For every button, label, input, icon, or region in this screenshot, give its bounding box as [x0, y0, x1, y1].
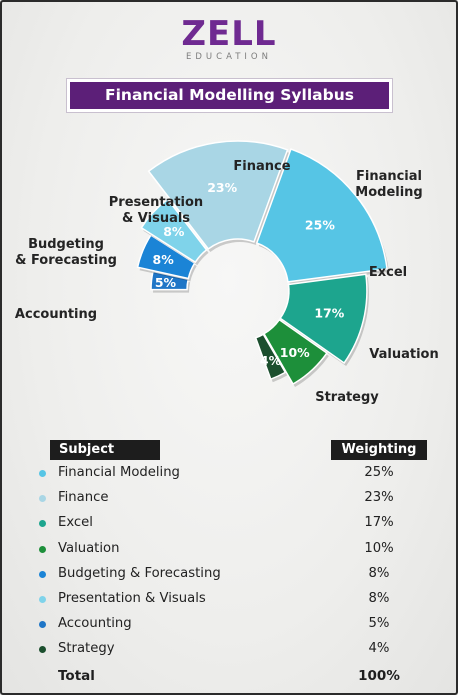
category-label: Strategy	[315, 390, 379, 405]
category-label: Financial Modeling	[355, 169, 422, 200]
bullet-dot-icon	[39, 570, 46, 578]
category-label: Budgeting & Forecasting	[15, 237, 117, 268]
total-row: Total 100%	[38, 665, 430, 689]
table-row: Financial Modeling 25%	[38, 462, 430, 487]
weighting-table: Subject Weighting Financial Modeling 25% F…	[38, 440, 430, 689]
pie-slice-excel	[279, 273, 368, 365]
category-label: Excel	[369, 265, 407, 280]
row-weighting: 8%	[368, 590, 390, 606]
table-row: Valuation 10%	[38, 538, 430, 563]
weighting-column-header: Weighting	[331, 440, 427, 460]
row-weighting: 4%	[368, 641, 390, 657]
row-weighting: 25%	[364, 465, 394, 480]
brand-tagline: EDUCATION	[186, 52, 272, 62]
category-label: Finance	[233, 159, 290, 174]
row-weighting: 10%	[364, 540, 394, 556]
table-row: Finance 23%	[38, 487, 430, 512]
brand-name: ZELL	[181, 14, 277, 54]
row-subject: Strategy	[58, 641, 115, 657]
brand-logo: ZELL EDUCATION	[0, 14, 458, 62]
category-label: Accounting	[15, 307, 97, 322]
page-title: Financial Modelling Syllabus	[67, 79, 392, 112]
row-subject: Excel	[58, 515, 93, 531]
category-label: Presentation & Visuals	[109, 195, 203, 226]
row-subject: Valuation	[58, 540, 120, 556]
table-row: Presentation & Visuals 8%	[38, 588, 430, 613]
syllabus-chart: 5% 8% 8% 23% 25% 17% 10%4% Accounting Budgeting…	[15, 140, 439, 405]
row-weighting: 17%	[364, 515, 394, 531]
table-row: Excel 17%	[38, 512, 430, 537]
slice-value-label: 8%	[153, 252, 175, 267]
slice-value-label: 8%	[163, 224, 185, 239]
pie-slice-strategy	[254, 333, 287, 381]
bullet-dot-icon	[39, 520, 46, 528]
bullet-dot-icon	[39, 595, 46, 603]
bullet-dot-icon	[39, 646, 46, 654]
slice-value-label: 25%	[305, 217, 335, 232]
total-label: Total	[58, 667, 95, 684]
row-subject: Finance	[58, 490, 109, 506]
row-subject: Financial Modeling	[58, 465, 180, 480]
table-row: Strategy 4%	[38, 638, 430, 663]
slice-value-label: 10%	[280, 345, 310, 360]
pie-slice-valuation	[263, 318, 328, 386]
row-weighting: 23%	[364, 490, 394, 506]
row-weighting: 5%	[368, 616, 390, 632]
slice-value-label: 23%	[207, 180, 237, 195]
pie-slice-accounting	[150, 270, 190, 291]
pie-slice-finance	[147, 140, 289, 251]
table-row: Budgeting & Forecasting 8%	[38, 563, 430, 588]
slice-value-label: 5%	[155, 275, 177, 290]
row-subject: Presentation & Visuals	[58, 590, 206, 606]
row-subject: Accounting	[58, 616, 132, 632]
pie-slice-budgeting-forecasting	[136, 234, 196, 280]
slice-value-label: 17%	[314, 305, 344, 320]
bullet-dot-icon	[39, 470, 46, 477]
bullet-dot-icon	[39, 545, 46, 553]
pie-slice-presentation-visuals	[140, 198, 208, 264]
table-body: Financial Modeling 25% Finance 23% Excel 17% V…	[38, 462, 430, 664]
table-header: Subject Weighting	[38, 440, 430, 460]
total-value: 100%	[358, 667, 400, 684]
row-subject: Budgeting & Forecasting	[58, 565, 221, 581]
table-row: Accounting 5%	[38, 613, 430, 638]
bullet-dot-icon	[39, 495, 46, 503]
subject-column-header: Subject	[50, 440, 160, 460]
row-weighting: 8%	[368, 565, 390, 581]
category-label: Valuation	[369, 347, 438, 362]
pie-slice-financial-modeling	[255, 148, 388, 283]
slice-value-label: 4%	[260, 353, 282, 368]
bullet-dot-icon	[39, 621, 46, 629]
